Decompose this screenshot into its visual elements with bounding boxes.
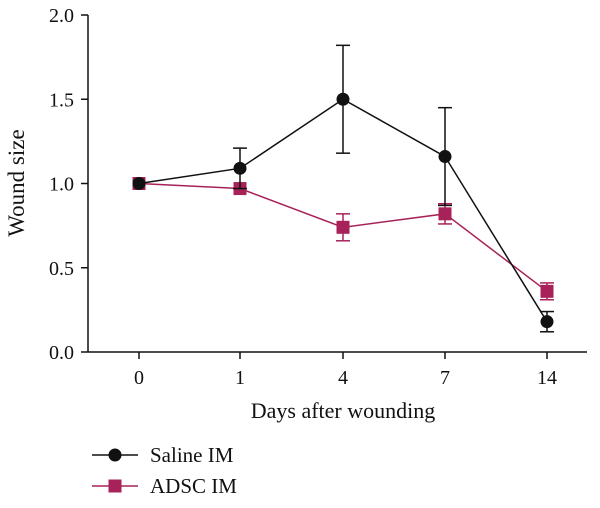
y-axis-title: Wound size xyxy=(4,129,29,236)
y-tick-label: 1.0 xyxy=(49,174,74,196)
legend-item-adsc: ADSC IM xyxy=(92,474,237,498)
x-tick-label: 4 xyxy=(338,367,348,389)
series-layer xyxy=(132,44,554,333)
legend-item-saline: Saline IM xyxy=(92,443,234,467)
data-point-saline xyxy=(233,161,247,175)
y-tick-label: 0.0 xyxy=(49,342,74,364)
axes-layer: 0.00.51.01.52.00 1 4 7 14 xyxy=(49,5,587,389)
y-tick-label: 2.0 xyxy=(49,5,74,27)
legend-label-saline: Saline IM xyxy=(150,443,234,467)
data-point-saline xyxy=(336,92,350,106)
data-point-saline xyxy=(438,150,452,164)
legend-marker-adsc xyxy=(108,479,122,493)
x-tick-label: 0 xyxy=(134,367,144,389)
x-tick-label: 1 xyxy=(235,367,245,389)
data-point-saline xyxy=(132,177,146,190)
legend-label-adsc: ADSC IM xyxy=(150,474,237,498)
x-tick-label: 7 xyxy=(440,367,450,389)
data-point-adsc xyxy=(336,220,350,234)
y-tick-label: 0.5 xyxy=(49,258,74,280)
data-point-saline xyxy=(540,315,554,329)
series-adsc xyxy=(132,177,554,301)
y-tick-label: 1.5 xyxy=(49,89,74,111)
data-point-adsc xyxy=(438,207,452,221)
data-point-adsc xyxy=(540,284,554,298)
legend: Saline IM ADSC IM xyxy=(92,443,237,498)
legend-marker-saline xyxy=(108,448,122,462)
x-tick-label: 14 xyxy=(537,367,557,389)
x-axis-title: Days after wounding xyxy=(251,398,436,423)
series-saline xyxy=(132,44,554,333)
